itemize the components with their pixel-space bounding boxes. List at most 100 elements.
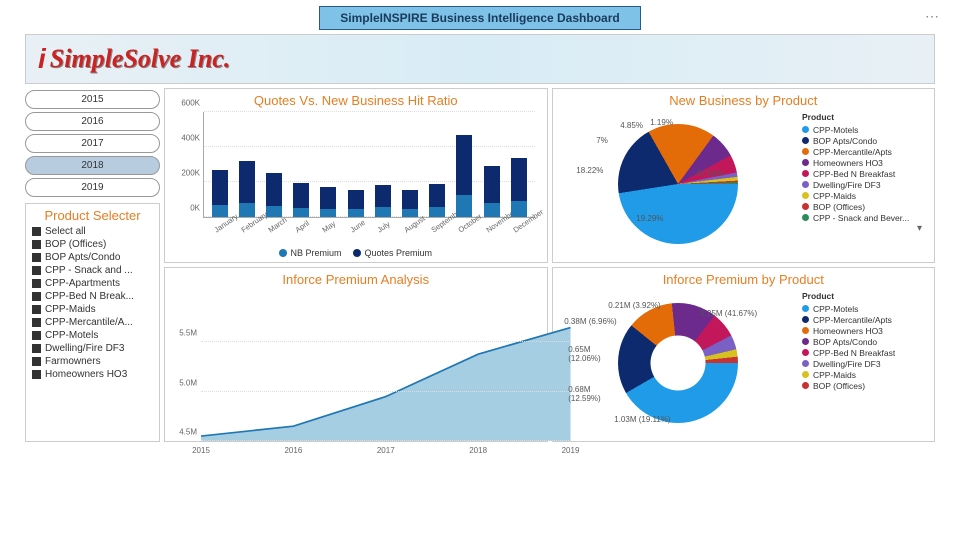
y-axis-tick: 600K [172, 99, 200, 108]
product-selector-item[interactable]: CPP-Bed N Break... [32, 290, 153, 303]
pie-slice-label: 18.22% [576, 166, 603, 175]
year-button-2017[interactable]: 2017 [25, 134, 160, 153]
legend-item[interactable]: CPP-Bed N Breakfast [802, 168, 928, 179]
product-selector-item[interactable]: Dwelling/Fire DF3 [32, 342, 153, 355]
inforce-area-title: Inforce Premium Analysis [171, 272, 541, 287]
y-axis-tick: 200K [172, 169, 200, 178]
legend-swatch-icon [802, 338, 809, 345]
product-selector-item[interactable]: BOP (Offices) [32, 238, 153, 251]
legend-item[interactable]: CPP-Motels [802, 303, 928, 314]
legend-swatch-icon [802, 126, 809, 133]
product-selector-label: Select all [45, 226, 86, 237]
legend-swatch-icon [802, 360, 809, 367]
legend-label: CPP-Motels [813, 125, 858, 135]
legend-label: NB Premium [290, 248, 341, 258]
y-axis-tick: 0K [172, 204, 200, 213]
legend-item[interactable]: CPP-Mercantile/Apts [802, 146, 928, 157]
legend-item[interactable]: BOP Apts/Condo [802, 135, 928, 146]
legend-item[interactable]: BOP (Offices) [802, 380, 928, 391]
legend-title: Product [802, 112, 928, 122]
legend-swatch-icon [802, 192, 809, 199]
pie-slice-label: 7% [596, 136, 608, 145]
legend-label: BOP Apts/Condo [813, 136, 877, 146]
pie-slice-label: 1.03M (19.11%) [614, 415, 670, 424]
product-selector-label: CPP-Bed N Break... [45, 291, 134, 302]
checkbox-icon [32, 240, 41, 249]
checkbox-icon [32, 318, 41, 327]
legend-swatch-icon [802, 316, 809, 323]
legend-item[interactable]: CPP-Mercantile/Apts [802, 314, 928, 325]
pie-slice-label: 0.38M (6.96%) [564, 317, 616, 326]
product-selector-item[interactable]: Farmowners [32, 355, 153, 368]
bar-stack: February [239, 140, 255, 217]
y-axis-tick: 5.5M [171, 329, 197, 338]
legend-swatch-icon [802, 148, 809, 155]
legend-item[interactable]: Homeowners HO3 [802, 157, 928, 168]
product-selector-item[interactable]: BOP Apts/Condo [32, 251, 153, 264]
year-button-2018[interactable]: 2018 [25, 156, 160, 175]
legend-label: BOP (Offices) [813, 202, 865, 212]
product-selector-item[interactable]: CPP-Motels [32, 329, 153, 342]
legend-item[interactable]: CPP-Maids [802, 190, 928, 201]
checkbox-icon [32, 266, 41, 275]
legend-swatch-icon [353, 249, 361, 257]
legend-label: CPP-Mercantile/Apts [813, 315, 892, 325]
legend-item[interactable]: CPP-Bed N Breakfast [802, 347, 928, 358]
chevron-down-icon[interactable]: ▾ [802, 223, 928, 234]
legend-label: CPP-Maids [813, 370, 856, 380]
legend-item[interactable]: CPP-Maids [802, 369, 928, 380]
year-button-2015[interactable]: 2015 [25, 90, 160, 109]
x-axis-label: May [321, 219, 338, 235]
product-selector-item[interactable]: CPP-Apartments [32, 277, 153, 290]
inforce-donut-title: Inforce Premium by Product [559, 272, 929, 287]
year-selector: 2015 2016 2017 2018 2019 [25, 88, 160, 199]
brand-banner: i SimpleSolve Inc. [25, 34, 935, 84]
bar-stack: October [456, 124, 472, 217]
checkbox-icon [32, 279, 41, 288]
x-axis-tick: 2018 [469, 446, 487, 455]
checkbox-icon [32, 227, 41, 236]
legend-item[interactable]: NB Premium [279, 248, 341, 258]
bar-stack: March [266, 149, 282, 217]
brand-name: SimpleSolve Inc. [50, 44, 231, 74]
legend-swatch-icon [802, 137, 809, 144]
pie-slice-label: 0.68M (12.59%) [568, 385, 600, 403]
legend-item[interactable]: Homeowners HO3 [802, 325, 928, 336]
overflow-menu-icon[interactable]: ⋯ [925, 8, 940, 25]
legend-item[interactable]: BOP Apts/Condo [802, 336, 928, 347]
product-selector-label: CPP-Maids [45, 304, 96, 315]
bar-stack: September [429, 158, 445, 217]
bar-stack: January [212, 147, 228, 217]
dashboard-title: SimpleINSPIRE Business Intelligence Dash… [319, 6, 640, 30]
checkbox-icon [32, 331, 41, 340]
legend-swatch-icon [802, 159, 809, 166]
product-selector-item[interactable]: Select all [32, 225, 153, 238]
product-selector-item[interactable]: CPP-Mercantile/A... [32, 316, 153, 329]
legend-item[interactable]: CPP-Motels [802, 124, 928, 135]
checkbox-icon [32, 357, 41, 366]
y-axis-tick: 5.0M [171, 378, 197, 387]
y-axis-tick: 4.5M [171, 428, 197, 437]
year-button-2016[interactable]: 2016 [25, 112, 160, 131]
legend-item[interactable]: Dwelling/Fire DF3 [802, 358, 928, 369]
pie-slice-label: 19.29% [636, 214, 663, 223]
year-button-2019[interactable]: 2019 [25, 178, 160, 197]
legend-label: CPP-Bed N Breakfast [813, 348, 895, 358]
product-selector-item[interactable]: CPP-Maids [32, 303, 153, 316]
legend-item[interactable]: Quotes Premium [353, 248, 432, 258]
legend-label: Homeowners HO3 [813, 326, 883, 336]
inforce-area-card: Inforce Premium Analysis 4.5M5.0M5.5M201… [164, 267, 548, 442]
bar-stack: July [375, 159, 391, 217]
x-axis-tick: 2019 [562, 446, 580, 455]
legend-item[interactable]: Dwelling/Fire DF3 [802, 179, 928, 190]
legend-label: Dwelling/Fire DF3 [813, 359, 881, 369]
new-business-pie: 47.54%19.29%18.22%7%4.85%1.19% [618, 124, 738, 244]
checkbox-icon [32, 370, 41, 379]
legend-item[interactable]: CPP - Snack and Bever... [802, 212, 928, 223]
x-axis-label: July [375, 220, 391, 235]
product-selector-item[interactable]: CPP - Snack and ... [32, 264, 153, 277]
legend-item[interactable]: BOP (Offices) [802, 201, 928, 212]
product-selector-item[interactable]: Homeowners HO3 [32, 368, 153, 381]
product-selector-label: CPP-Apartments [45, 278, 120, 289]
x-axis-label: June [348, 218, 366, 235]
